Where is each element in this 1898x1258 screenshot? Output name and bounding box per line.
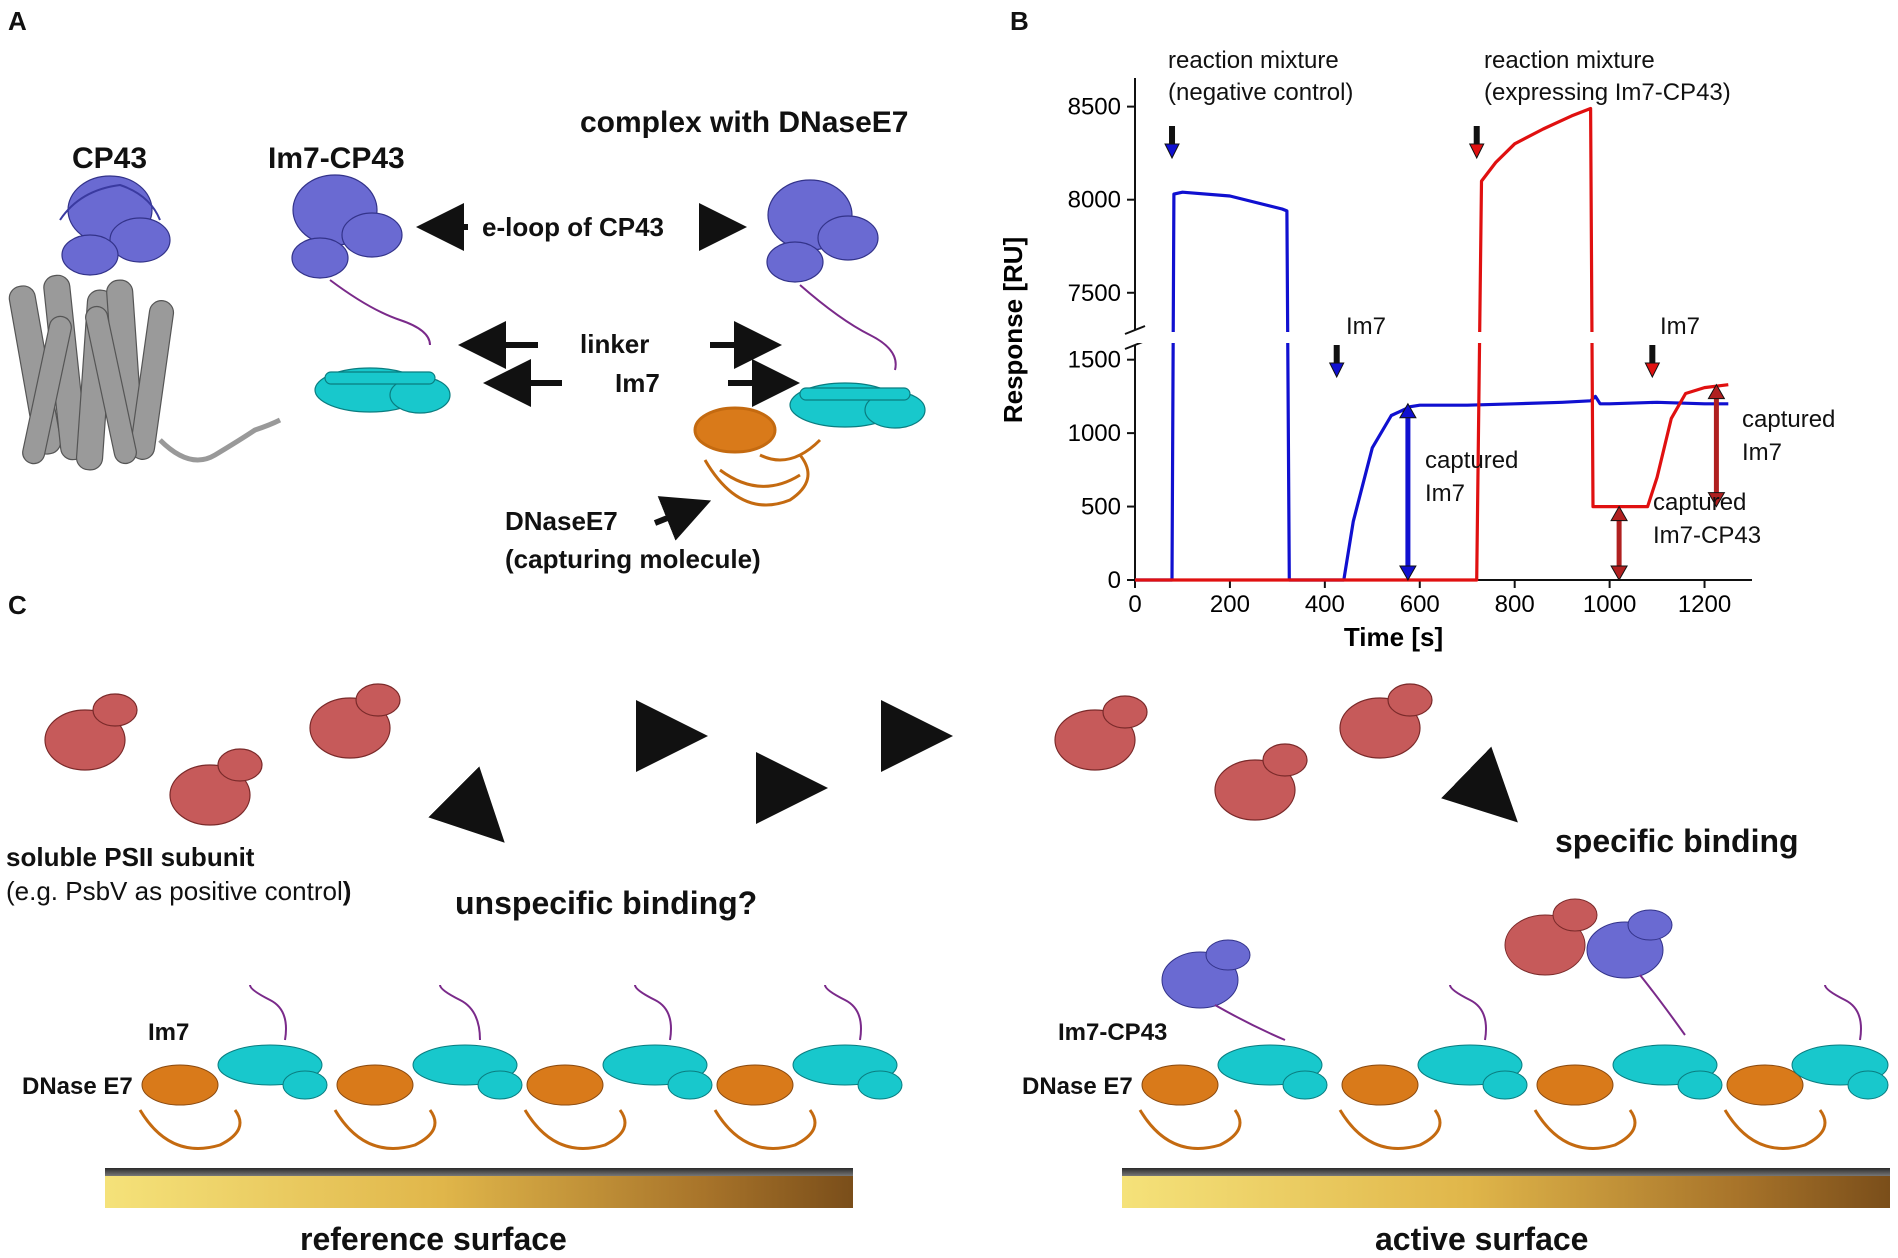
y-tick-label: 8000 <box>1068 187 1121 214</box>
complex-structure <box>693 179 926 507</box>
x-tick-label: 1200 <box>1678 591 1731 618</box>
arrow-unspecific <box>428 766 505 843</box>
captured-im7-red-arrow-head-bottom <box>1707 492 1726 508</box>
reference-surface <box>105 1176 853 1208</box>
active-surface-top <box>1122 1168 1890 1176</box>
captured-im7-label-1b: Im7 <box>1425 480 1465 507</box>
expr-label-2: (expressing Im7-CP43) <box>1484 79 1731 106</box>
x-tick-label: 400 <box>1305 591 1345 618</box>
sensorgram-chart: 0 200 400 600 800 1000 1200 0 500 1000 1500 7500 800… <box>998 78 1754 652</box>
im7-label-c: Im7 <box>148 1019 189 1046</box>
expr-label-1: reaction mixture <box>1484 47 1655 74</box>
inject-im7-red-arrow-head <box>1644 362 1661 379</box>
captured-im7-label-2b: Im7 <box>1742 439 1782 466</box>
im7-cp43-label-c: Im7-CP43 <box>1058 1019 1167 1046</box>
active-complexes <box>1138 898 1889 1150</box>
captured-im7cp43-arrow-head-top <box>1610 505 1628 522</box>
y-tick-label: 8500 <box>1068 94 1121 121</box>
neg-control-label-1: reaction mixture <box>1168 47 1339 74</box>
inject-im7-blue-arrow-head <box>1328 362 1345 379</box>
ref-complex-3 <box>523 984 713 1150</box>
active-surface <box>1122 1176 1890 1208</box>
series-line-2 <box>1135 106 1729 582</box>
linker-label: linker <box>580 329 649 359</box>
cp43-title: CP43 <box>72 142 147 175</box>
captured-im7cp43-arrow-head-bottom <box>1610 565 1628 582</box>
x-tick-label: 200 <box>1210 591 1250 618</box>
act-complex-1 <box>1138 939 1328 1150</box>
axis-break-mark <box>1124 325 1146 335</box>
captured-im7-red-arrow-head-top <box>1707 383 1726 400</box>
dnase-label-c-right: DNase E7 <box>1022 1073 1133 1100</box>
panel-a-letter: A <box>8 6 27 36</box>
specific-label: specific binding <box>1555 823 1799 859</box>
example-label-text: (e.g. PsbV as positive control <box>6 876 343 906</box>
dnase-label-a: DNaseE7 <box>505 506 618 536</box>
im7-cp43-title: Im7-CP43 <box>268 142 405 175</box>
reference-complexes <box>138 984 903 1150</box>
act-complex-3-bound <box>1504 898 1723 1150</box>
ref-complex-2 <box>333 984 523 1150</box>
x-tick-label: 600 <box>1400 591 1440 618</box>
y-tick-label: 1500 <box>1068 347 1121 374</box>
y-tick-label: 7500 <box>1068 280 1121 307</box>
series-line-1 <box>1135 190 1729 582</box>
act-complex-2 <box>1338 984 1528 1150</box>
reference-surface-top <box>105 1168 853 1176</box>
y-tick-label: 500 <box>1081 494 1121 521</box>
panel-c-letter: C <box>8 590 27 620</box>
psii-subunits-right <box>1054 683 1433 821</box>
ref-complex-1 <box>138 984 328 1150</box>
captured-im7-label-1a: captured <box>1425 447 1518 474</box>
capturing-label: (capturing molecule) <box>505 544 761 574</box>
complex-title: complex with DNaseE7 <box>580 106 908 139</box>
ref-complex-4 <box>713 984 903 1150</box>
dnase-label-c-left: DNase E7 <box>22 1073 133 1100</box>
captured-im7-label-2a: captured <box>1742 406 1835 433</box>
x-axis-label: Time [s] <box>1344 622 1443 652</box>
inject-neg-arrow-head <box>1164 143 1180 160</box>
dnase-arrow <box>653 496 712 541</box>
y-axis-label: Response [RU] <box>998 237 1028 423</box>
example-label-paren: ) <box>343 876 352 906</box>
arrow-specific <box>1441 746 1518 823</box>
x-tick-label: 1000 <box>1583 591 1636 618</box>
y-tick-label: 0 <box>1108 567 1121 594</box>
axis-break-gap <box>1137 332 1754 343</box>
im7-blue-label: Im7 <box>1346 313 1386 340</box>
captured-im7-arrow-head-top <box>1399 402 1417 419</box>
captured-im7-arrow-head-bottom <box>1399 565 1417 582</box>
x-tick-label: 800 <box>1495 591 1535 618</box>
im7-cp43-structure <box>291 174 451 414</box>
act-complex-4 <box>1723 984 1889 1150</box>
x-tick-label: 0 <box>1128 591 1141 618</box>
soluble-label: soluble PSII subunit <box>6 842 255 872</box>
y-tick-label: 1000 <box>1068 420 1121 447</box>
example-label: (e.g. PsbV as positive control) <box>6 876 351 906</box>
eloop-label: e-loop of CP43 <box>482 212 664 242</box>
captured-im7cp43-label-a: captured <box>1653 489 1746 516</box>
reference-label: reference surface <box>300 1221 567 1257</box>
panel-b-letter: B <box>1010 6 1029 36</box>
captured-im7cp43-label-b: Im7-CP43 <box>1653 522 1761 549</box>
inject-expr-arrow-head <box>1468 143 1485 160</box>
im7-label-a: Im7 <box>615 368 660 398</box>
cp43-structure <box>8 175 282 471</box>
active-label: active surface <box>1375 1221 1588 1257</box>
im7-red-label: Im7 <box>1660 313 1700 340</box>
psii-subunits-left <box>44 683 401 826</box>
neg-control-label-2: (negative control) <box>1168 79 1353 106</box>
unspecific-label: unspecific binding? <box>455 885 757 921</box>
